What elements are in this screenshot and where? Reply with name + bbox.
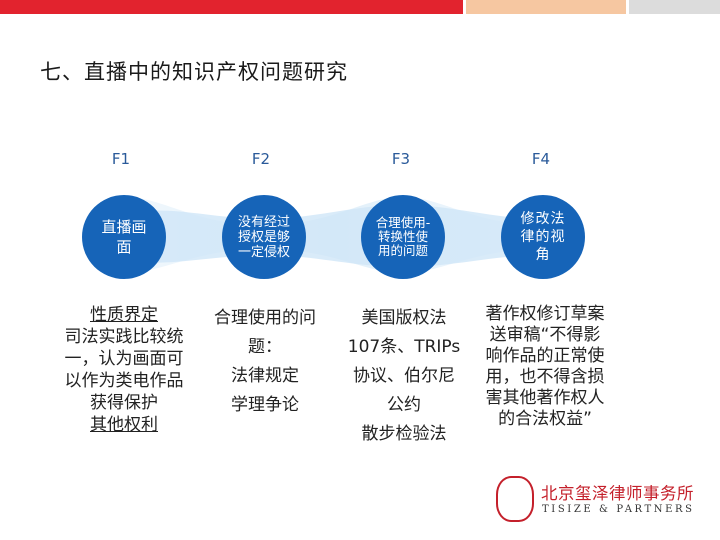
slide-title: 七、直播中的知识产权问题研究 <box>40 60 348 84</box>
firm-logo: 北京玺泽律师事务所 TISIZE & PARTNERS <box>496 476 706 526</box>
column-f2-line-1: 合理使用的问 <box>214 308 316 328</box>
column-f1-footer: 其他权利 <box>90 415 158 435</box>
step-circle-2-text: 没有经过授权是够一定侵权 <box>237 214 290 260</box>
top-bar-gray-segment <box>629 0 720 14</box>
step-circle-3-text: 合理使用-转换性使用的问题 <box>375 215 431 258</box>
column-f1-body: 司法实践比较统一，认为画面可以作为类电作品获得保护 <box>64 327 184 413</box>
top-bar-red-segment <box>0 0 463 14</box>
step-circle-2: 没有经过授权是够一定侵权 <box>222 195 306 279</box>
column-f3-line-2: 107条、TRIPs <box>347 337 461 357</box>
firm-name-cn: 北京玺泽律师事务所 <box>541 484 694 503</box>
step-circle-1: 直播画面 <box>82 195 166 279</box>
column-f3-line-4: 公约 <box>387 395 421 415</box>
step-label-f1: F1 <box>111 150 131 168</box>
firm-name-en: TISIZE & PARTNERS <box>542 504 695 515</box>
column-f2-line-3: 法律规定 <box>231 366 299 386</box>
column-f1: 性质界定 司法实践比较统一，认为画面可以作为类电作品获得保护 其他权利 <box>60 304 188 436</box>
column-f3-line-5: 散步检验法 <box>361 424 447 444</box>
column-f2-line-2: 题： <box>248 337 282 357</box>
column-f4-body: 著作权修订草案送审稿“不得影响作品的正常使用，也不得含损害其他著作权人的合法权益… <box>485 304 605 429</box>
step-circle-4-text: 修改法律的视角 <box>520 211 566 263</box>
column-f2-line-4: 学理争论 <box>231 395 299 415</box>
column-f2: 合理使用的问 题： 法律规定 学理争论 <box>200 304 330 420</box>
step-circle-3: 合理使用-转换性使用的问题 <box>361 195 445 279</box>
column-f1-heading: 性质界定 <box>90 305 158 325</box>
step-label-f3: F3 <box>391 150 411 168</box>
column-f4: 著作权修订草案送审稿“不得影响作品的正常使用，也不得含损害其他著作权人的合法权益… <box>478 304 612 430</box>
top-bar-peach-segment <box>466 0 626 14</box>
column-f3: 美国版权法 107条、TRIPs 协议、伯尔尼 公约 散步检验法 <box>338 304 470 449</box>
step-label-f2: F2 <box>251 150 271 168</box>
column-f3-line-3: 协议、伯尔尼 <box>353 366 455 386</box>
step-circle-1-text: 直播画面 <box>101 218 147 256</box>
firm-seal-icon <box>496 476 534 522</box>
column-f3-line-1: 美国版权法 <box>361 308 447 328</box>
step-label-f4: F4 <box>531 150 551 168</box>
top-color-bar <box>0 0 720 14</box>
step-circle-4: 修改法律的视角 <box>501 195 585 279</box>
